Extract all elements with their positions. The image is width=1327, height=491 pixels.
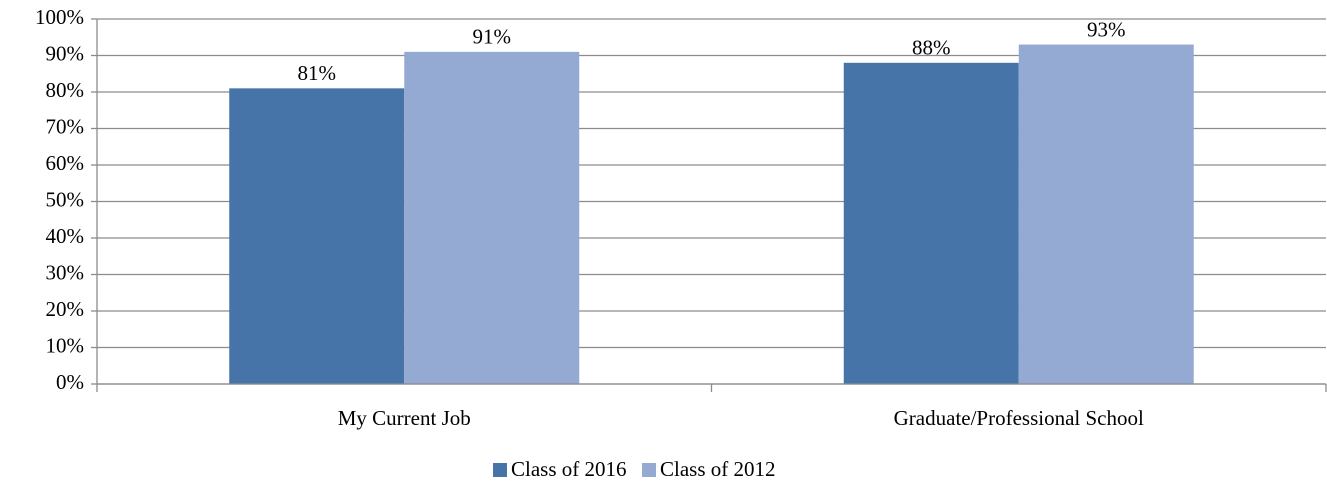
y-tick-label: 40% [46, 224, 85, 248]
legend-swatch [642, 463, 656, 477]
x-tick-label: My Current Job [338, 406, 471, 430]
y-tick-label: 60% [46, 151, 85, 175]
bar [229, 88, 405, 384]
data-label: 91% [473, 25, 512, 49]
data-label: 81% [298, 61, 337, 85]
bar [404, 51, 580, 384]
y-tick-label: 0% [56, 370, 84, 394]
bar [843, 62, 1019, 385]
bar [1018, 44, 1194, 385]
y-tick-label: 70% [46, 114, 85, 138]
x-tick-label: Graduate/Professional School [894, 406, 1144, 430]
legend-swatch [493, 463, 507, 477]
legend-label: Class of 2012 [660, 457, 776, 481]
y-tick-label: 10% [46, 333, 85, 357]
y-tick-label: 30% [46, 260, 85, 284]
y-tick-label: 100% [35, 5, 84, 29]
y-tick-label: 90% [46, 41, 85, 65]
y-tick-label: 80% [46, 78, 85, 102]
data-label: 93% [1087, 17, 1126, 41]
y-tick-label: 50% [46, 187, 85, 211]
y-tick-label: 20% [46, 297, 85, 321]
legend-label: Class of 2016 [511, 457, 627, 481]
data-label: 88% [912, 36, 951, 60]
